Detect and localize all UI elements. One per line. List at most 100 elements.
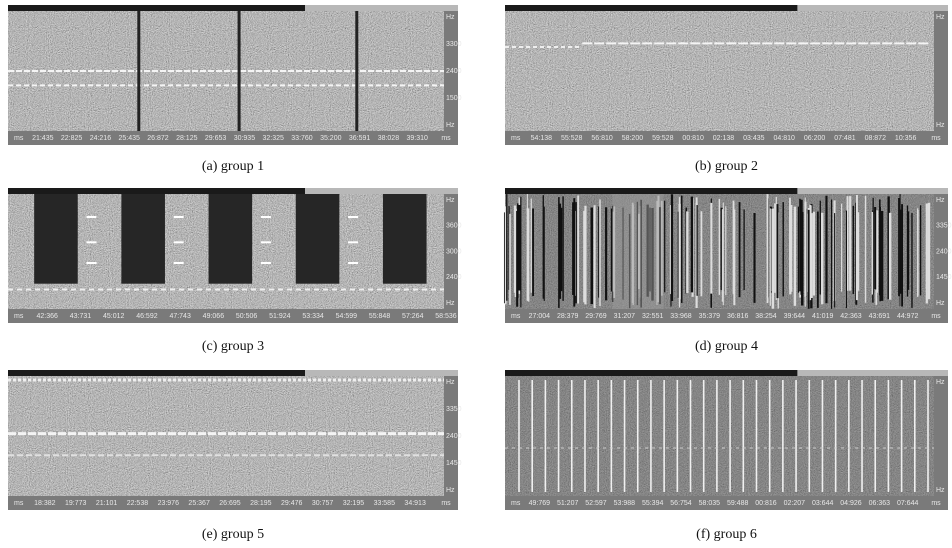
time-label: 53:334 <box>302 313 324 320</box>
time-label: 54:599 <box>336 313 358 320</box>
time-label: 45:012 <box>103 313 125 320</box>
time-label: 02:207 <box>784 500 806 507</box>
freq-label: 3000 <box>446 248 462 255</box>
noise-band <box>612 194 663 309</box>
time-label: 24:216 <box>90 135 112 142</box>
time-label: 52:597 <box>585 500 607 507</box>
time-label: 04:810 <box>774 135 796 142</box>
time-label: 33:760 <box>291 135 313 142</box>
freq-label: Hz <box>446 487 455 494</box>
time-label: 33:585 <box>374 500 396 507</box>
freq-label: 3350 <box>936 223 952 230</box>
time-label: 22:825 <box>61 135 83 142</box>
freq-label: 1500 <box>446 95 462 102</box>
freq-label: Hz <box>936 197 945 204</box>
top-bar-dark <box>505 370 797 376</box>
time-label: 29:476 <box>281 500 303 507</box>
freq-axis <box>934 376 948 496</box>
caption: (e) group 5 <box>202 527 264 542</box>
time-label: ms <box>511 135 521 142</box>
noise <box>8 376 444 496</box>
dark-block <box>34 194 78 284</box>
time-label: ms <box>14 135 24 142</box>
freq-label: Hz <box>936 379 945 386</box>
time-label: 30:935 <box>234 135 256 142</box>
time-label: 32:325 <box>262 135 284 142</box>
time-label: 25:435 <box>118 135 140 142</box>
time-label: ms <box>14 313 24 320</box>
time-label: ms <box>931 500 941 507</box>
time-label: ms <box>931 135 941 142</box>
time-label: 06:363 <box>869 500 891 507</box>
time-label: 07:481 <box>834 135 856 142</box>
freq-label: 3350 <box>446 406 462 413</box>
freq-label: 1450 <box>936 274 952 281</box>
time-label: 21:435 <box>32 135 54 142</box>
time-label: 51:207 <box>557 500 579 507</box>
time-label: 57:264 <box>402 313 424 320</box>
time-label: 51:924 <box>269 313 291 320</box>
time-label: 49:769 <box>529 500 551 507</box>
time-label: 28:195 <box>250 500 272 507</box>
time-label: 04:926 <box>840 500 862 507</box>
freq-label: Hz <box>936 122 945 129</box>
time-label: 53:988 <box>614 500 636 507</box>
freq-axis <box>934 11 948 131</box>
top-bar-dark <box>8 5 305 11</box>
time-label: 32:551 <box>642 313 664 320</box>
dark-block <box>296 194 340 284</box>
time-label: 27:004 <box>529 313 551 320</box>
freq-label: Hz <box>446 379 455 386</box>
time-label: 28:125 <box>176 135 198 142</box>
time-label: 50:506 <box>236 313 258 320</box>
time-label: 39:310 <box>406 135 428 142</box>
freq-label: 3600 <box>446 223 462 230</box>
freq-label: 2400 <box>446 274 462 281</box>
time-label: 35:200 <box>320 135 342 142</box>
figure: ms 21:435 22:825 24:216 25:435 26:872 28:125 29… <box>0 0 952 548</box>
freq-label: 2400 <box>936 248 952 255</box>
time-label: 54:138 <box>531 135 553 142</box>
time-label: 46:592 <box>136 313 158 320</box>
dark-block <box>383 194 427 284</box>
top-bar-light <box>305 5 458 11</box>
time-label: 59:528 <box>652 135 674 142</box>
time-label: 41:019 <box>812 313 834 320</box>
top-bar-light <box>797 370 948 376</box>
time-label: 55:528 <box>561 135 583 142</box>
time-label: 10:356 <box>895 135 917 142</box>
time-label: 36:591 <box>349 135 371 142</box>
time-label: 26:872 <box>147 135 169 142</box>
top-bar-dark <box>8 370 305 376</box>
time-label: ms <box>511 500 521 507</box>
time-label: 28:379 <box>557 313 579 320</box>
freq-label: Hz <box>936 300 945 307</box>
time-label: 47:743 <box>169 313 191 320</box>
time-label: 00:816 <box>755 500 777 507</box>
time-label: 38:254 <box>755 313 777 320</box>
time-label: 58:200 <box>622 135 644 142</box>
top-bar-light <box>305 370 458 376</box>
time-label: 49:066 <box>203 313 225 320</box>
freq-label: 1450 <box>446 460 462 467</box>
time-label: ms <box>14 500 24 507</box>
time-label: ms <box>441 135 451 142</box>
time-label: 44:972 <box>897 313 919 320</box>
time-label: ms <box>931 313 941 320</box>
freq-label: Hz <box>446 122 455 129</box>
caption: (b) group 2 <box>695 159 758 174</box>
time-label: 06:200 <box>804 135 826 142</box>
time-label: 33:968 <box>670 313 692 320</box>
top-bar-light <box>797 188 948 194</box>
time-label: 30:757 <box>312 500 334 507</box>
top-bar-dark <box>505 188 797 194</box>
time-label: 36:816 <box>727 313 749 320</box>
top-bar-light <box>797 5 948 11</box>
time-label: 42:363 <box>840 313 862 320</box>
caption: (c) group 3 <box>202 339 264 354</box>
